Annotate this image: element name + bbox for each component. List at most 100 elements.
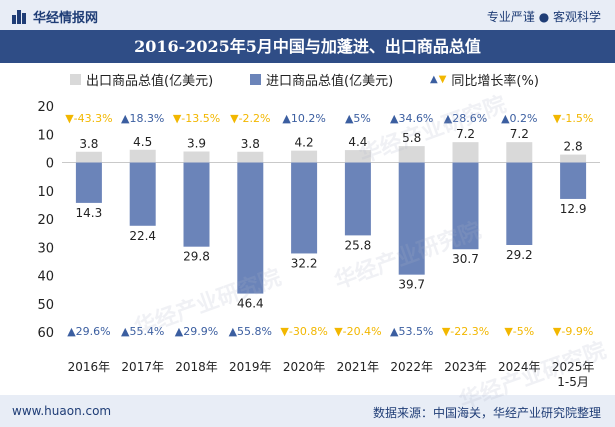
legend-import: 进口商品总值(亿美元) [250,70,393,89]
export-bar [75,151,102,163]
x-category-label: 2016年 [68,360,111,374]
import-bar [344,162,371,236]
import-growth-label: ▲29.9% [175,325,218,338]
export-growth-label: ▼-43.3% [65,112,112,125]
legend-growth-label: 同比增长率(%) [451,74,539,89]
y-tick-label: 50 [37,298,54,313]
export-growth-label: ▼-1.5% [553,112,593,125]
import-growth-label: ▼-30.8% [280,325,327,338]
x-category-label: 2018年 [175,360,218,374]
export-growth-label: ▲34.6% [390,112,433,125]
import-growth-label: ▲55.8% [229,325,272,338]
export-bar [560,154,587,163]
export-value-label: 7.2 [456,127,475,141]
export-bar [237,151,264,163]
import-bar [291,162,318,254]
export-bar [452,142,479,163]
legend-growth: ▲ ▼ 同比增长率(%) [430,70,539,89]
export-value-label: 4.4 [348,135,367,149]
x-category-label: 2021年 [337,360,380,374]
legend-import-label: 进口商品总值(亿美元) [266,74,394,89]
y-tick-label: 20 [37,100,54,115]
export-bar [398,146,425,163]
import-bar [506,162,533,245]
import-growth-label: ▼-20.4% [334,325,381,338]
export-bar [506,142,533,163]
bar-logo-icon [12,9,27,24]
export-growth-label: ▲18.3% [121,112,164,125]
x-category-label: 1-5月 [557,375,589,389]
footer-source: 数据来源：中国海关，华经产业研究院整理 [372,406,601,420]
triangle-down-icon: ▼ [438,74,447,85]
y-tick-label: 10 [37,185,54,200]
x-category-label: 2020年 [283,360,326,374]
import-growth-label: ▼-5% [504,325,534,338]
import-growth-label: ▼-9.9% [553,325,593,338]
export-value-label: 3.8 [241,137,260,151]
y-tick-label: 40 [37,270,54,285]
import-value-label: 29.2 [506,248,533,262]
slogan: 专业严谨 ● 客观科学 [486,10,601,24]
import-bar [560,162,587,199]
import-bar [398,162,425,275]
brand-name: 华经情报网 [33,11,99,26]
x-category-label: 2024年 [498,360,541,374]
export-growth-label: ▲5% [345,112,371,125]
legend-export-label: 出口商品总值(亿美元) [86,74,214,89]
import-growth-label: ▼-22.3% [442,325,489,338]
export-growth-label: ▼-13.5% [173,112,220,125]
y-tick-label: 20 [37,213,54,228]
export-bar [183,151,210,163]
x-category-label: 2023年 [444,360,487,374]
chart-svg: 20 10 0 10 20 30 40 50 60 3.8 14.3 ▼-43.3% ▲29.6% 201… [37,100,600,389]
import-bar [452,162,479,250]
export-growth-label: ▲0.2% [501,112,537,125]
header-bar: 华经情报网 专业严谨 ● 客观科学 [0,0,615,30]
triangle-up-icon: ▲ [430,74,438,85]
import-bar [75,162,102,203]
x-category-label: 2019年 [229,360,272,374]
y-tick-label: 60 [37,326,54,341]
export-growth-label: ▲28.6% [444,112,487,125]
import-value-label: 12.9 [560,202,587,216]
y-tick-label: 0 [46,157,54,172]
export-bar [291,150,318,163]
export-value-label: 2.8 [564,140,583,154]
export-growth-label: ▼-2.2% [230,112,270,125]
chart-title: 2016-2025年5月中国与加蓬进、出口商品总值 [134,37,481,56]
import-swatch [250,74,261,85]
x-category-label: 2017年 [121,360,164,374]
export-bar [129,149,156,163]
export-value-label: 3.8 [79,137,98,151]
brand[interactable]: 华经情报网 [12,7,98,26]
import-value-label: 46.4 [237,297,264,311]
export-swatch [70,74,81,85]
import-growth-label: ▲29.6% [67,325,110,338]
import-value-label: 25.8 [345,238,372,252]
import-growth-label: ▲53.5% [390,325,433,338]
import-value-label: 32.2 [291,256,318,270]
footer-bar: www.huaon.com 数据来源：中国海关，华经产业研究院整理 [0,395,615,427]
export-value-label: 4.5 [133,135,152,149]
y-tick-label: 30 [37,241,54,256]
import-value-label: 14.3 [76,206,103,220]
import-value-label: 22.4 [129,229,156,243]
y-tick-label: 10 [37,128,54,143]
import-bar [237,162,264,294]
import-value-label: 39.7 [398,278,425,292]
import-value-label: 30.7 [452,252,479,266]
import-growth-label: ▲55.4% [121,325,164,338]
export-growth-label: ▲10.2% [282,112,325,125]
export-bar [344,150,371,163]
export-value-label: 4.2 [295,136,314,150]
import-value-label: 29.8 [183,250,210,264]
export-value-label: 7.2 [510,127,529,141]
import-bar [183,162,210,247]
title-bar: 2016-2025年5月中国与加蓬进、出口商品总值 [0,30,615,63]
footer-url[interactable]: www.huaon.com [12,404,112,418]
import-bar [129,162,156,226]
export-value-label: 3.9 [187,136,206,150]
x-category-label: 2025年 [552,360,595,374]
export-value-label: 5.8 [402,131,421,145]
x-category-label: 2022年 [390,360,433,374]
